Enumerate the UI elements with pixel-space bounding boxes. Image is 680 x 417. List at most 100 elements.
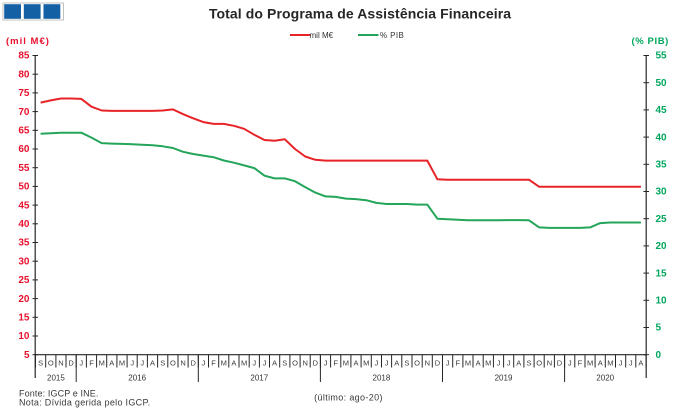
svg-text:D: D — [68, 359, 74, 368]
svg-text:A: A — [598, 359, 603, 368]
svg-text:0: 0 — [656, 350, 662, 361]
svg-text:55: 55 — [18, 163, 30, 174]
svg-text:A: A — [109, 359, 114, 368]
svg-text:2015: 2015 — [47, 374, 65, 383]
svg-text:N: N — [547, 359, 552, 368]
svg-text:J: J — [446, 359, 450, 368]
svg-text:A: A — [638, 359, 643, 368]
svg-text:mil M€: mil M€ — [310, 31, 334, 40]
svg-text:M: M — [119, 359, 125, 368]
svg-text:S: S — [38, 359, 43, 368]
svg-text:J: J — [252, 359, 256, 368]
svg-text:60: 60 — [18, 144, 30, 155]
svg-text:J: J — [497, 359, 501, 368]
svg-text:35: 35 — [656, 160, 668, 171]
svg-text:O: O — [170, 359, 176, 368]
svg-text:A: A — [231, 359, 236, 368]
svg-text:N: N — [180, 359, 185, 368]
svg-text:J: J — [263, 359, 267, 368]
svg-text:S: S — [404, 359, 409, 368]
svg-text:(% PIB): (% PIB) — [632, 36, 669, 47]
svg-text:O: O — [48, 359, 54, 368]
svg-text:M: M — [587, 359, 593, 368]
svg-text:J: J — [140, 359, 144, 368]
svg-text:S: S — [160, 359, 165, 368]
svg-text:F: F — [578, 359, 583, 368]
svg-text:(mil M€): (mil M€) — [6, 36, 50, 47]
svg-text:A: A — [394, 359, 399, 368]
svg-text:% PIB: % PIB — [380, 31, 404, 40]
svg-text:A: A — [476, 359, 481, 368]
svg-text:M: M — [99, 359, 105, 368]
svg-text:J: J — [79, 359, 83, 368]
svg-text:O: O — [536, 359, 542, 368]
svg-text:S: S — [282, 359, 287, 368]
svg-text:M: M — [343, 359, 349, 368]
svg-text:2016: 2016 — [128, 374, 146, 383]
svg-text:D: D — [557, 359, 563, 368]
svg-text:F: F — [211, 359, 216, 368]
svg-text:N: N — [58, 359, 63, 368]
svg-text:M: M — [221, 359, 227, 368]
svg-text:2017: 2017 — [250, 374, 268, 383]
svg-text:J: J — [568, 359, 572, 368]
svg-text:Nota: Dívida gerida pelo IGCP.: Nota: Dívida gerida pelo IGCP. — [19, 398, 150, 408]
svg-text:2018: 2018 — [373, 374, 391, 383]
svg-text:N: N — [425, 359, 430, 368]
svg-text:20: 20 — [18, 294, 30, 305]
svg-text:2019: 2019 — [495, 374, 513, 383]
svg-text:D: D — [190, 359, 196, 368]
svg-text:D: D — [313, 359, 319, 368]
svg-text:A: A — [150, 359, 155, 368]
svg-text:75: 75 — [18, 88, 30, 99]
svg-text:D: D — [435, 359, 441, 368]
svg-text:15: 15 — [18, 313, 30, 324]
svg-text:S: S — [526, 359, 531, 368]
svg-text:85: 85 — [18, 51, 30, 62]
svg-text:40: 40 — [18, 219, 30, 230]
svg-text:Total do Programa de Assistênc: Total do Programa de Assistência Finance… — [209, 6, 511, 22]
svg-text:10: 10 — [656, 296, 668, 307]
svg-text:20: 20 — [656, 241, 668, 252]
svg-text:2020: 2020 — [596, 374, 614, 383]
svg-text:80: 80 — [18, 69, 30, 80]
svg-text:Fonte: IGCP e INE.: Fonte: IGCP e INE. — [19, 389, 99, 399]
svg-text:40: 40 — [656, 132, 668, 143]
svg-text:25: 25 — [656, 214, 668, 225]
svg-text:F: F — [333, 359, 338, 368]
svg-text:F: F — [89, 359, 94, 368]
svg-text:A: A — [516, 359, 521, 368]
svg-text:A: A — [272, 359, 277, 368]
svg-text:J: J — [130, 359, 134, 368]
svg-text:M: M — [607, 359, 613, 368]
svg-text:5: 5 — [24, 350, 30, 361]
svg-text:45: 45 — [656, 105, 668, 116]
svg-text:5: 5 — [656, 323, 662, 334]
svg-text:55: 55 — [656, 51, 668, 62]
svg-text:70: 70 — [18, 107, 30, 118]
svg-text:30: 30 — [656, 187, 668, 198]
svg-text:J: J — [202, 359, 206, 368]
svg-text:J: J — [507, 359, 511, 368]
svg-text:45: 45 — [18, 200, 30, 211]
svg-text:J: J — [324, 359, 328, 368]
svg-text:M: M — [363, 359, 369, 368]
svg-text:15: 15 — [656, 268, 668, 279]
svg-text:30: 30 — [18, 256, 30, 267]
svg-text:35: 35 — [18, 238, 30, 249]
svg-text:J: J — [629, 359, 633, 368]
svg-text:25: 25 — [18, 275, 30, 286]
svg-text:J: J — [375, 359, 379, 368]
svg-text:N: N — [302, 359, 307, 368]
svg-text:A: A — [353, 359, 358, 368]
svg-text:M: M — [465, 359, 471, 368]
svg-text:O: O — [292, 359, 298, 368]
svg-text:(último: ago-20): (último: ago-20) — [314, 393, 383, 403]
svg-text:O: O — [414, 359, 420, 368]
svg-text:50: 50 — [656, 78, 668, 89]
svg-text:65: 65 — [18, 126, 30, 137]
svg-text:J: J — [619, 359, 623, 368]
svg-text:M: M — [241, 359, 247, 368]
svg-text:J: J — [385, 359, 389, 368]
svg-text:50: 50 — [18, 182, 30, 193]
